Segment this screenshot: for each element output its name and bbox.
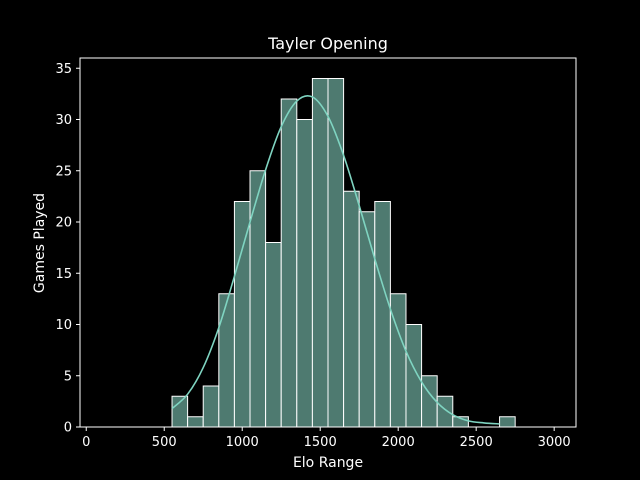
y-tick-label: 30 xyxy=(55,113,72,128)
histogram-bar xyxy=(358,211,376,428)
histogram-bar xyxy=(187,416,204,428)
ticks-layer: 0 500 1000 1500 2000 2500 3000 0 5 10 15 20 25 30 35 xyxy=(55,62,570,450)
kde-line xyxy=(171,95,500,425)
y-tick-label: 20 xyxy=(55,216,72,231)
x-tick-label: 1500 xyxy=(304,435,337,450)
histogram-bar xyxy=(374,201,391,428)
histogram-bar xyxy=(249,170,267,428)
histogram-bar xyxy=(327,78,345,428)
histogram-bar xyxy=(311,78,329,428)
histogram-bar xyxy=(296,119,313,428)
y-tick-label: 5 xyxy=(64,369,72,384)
plot-frame xyxy=(79,57,577,428)
x-tick-label: 2000 xyxy=(382,435,415,450)
histogram-bar xyxy=(405,324,423,428)
kde-layer xyxy=(171,95,500,425)
bars-layer xyxy=(171,78,516,428)
histogram-bar xyxy=(421,375,438,428)
histogram-bar xyxy=(343,190,360,428)
histogram-bar xyxy=(171,395,189,428)
y-tick-label: 25 xyxy=(55,164,72,179)
x-tick-label: 1000 xyxy=(226,435,259,450)
y-tick-label: 0 xyxy=(64,421,72,436)
y-tick-label: 35 xyxy=(55,62,72,77)
axes-layer xyxy=(79,57,577,428)
y-axis-label: Games Played xyxy=(32,193,48,293)
histogram-bar xyxy=(265,242,282,428)
histogram-bar xyxy=(436,395,454,428)
x-tick-label: 2500 xyxy=(460,435,493,450)
y-tick-label: 10 xyxy=(55,318,72,333)
x-axis-label: Elo Range xyxy=(293,455,363,471)
x-tick-label: 3000 xyxy=(538,435,571,450)
histogram-bar xyxy=(218,293,235,428)
y-tick-label: 15 xyxy=(55,267,72,282)
x-tick-label: 0 xyxy=(82,435,90,450)
x-tick-label: 500 xyxy=(152,435,177,450)
histogram-bar xyxy=(280,98,298,428)
histogram-bar xyxy=(233,201,251,428)
histogram-bar xyxy=(202,385,220,428)
chart-title: Tayler Opening xyxy=(267,34,388,53)
histogram-bar xyxy=(499,416,516,428)
